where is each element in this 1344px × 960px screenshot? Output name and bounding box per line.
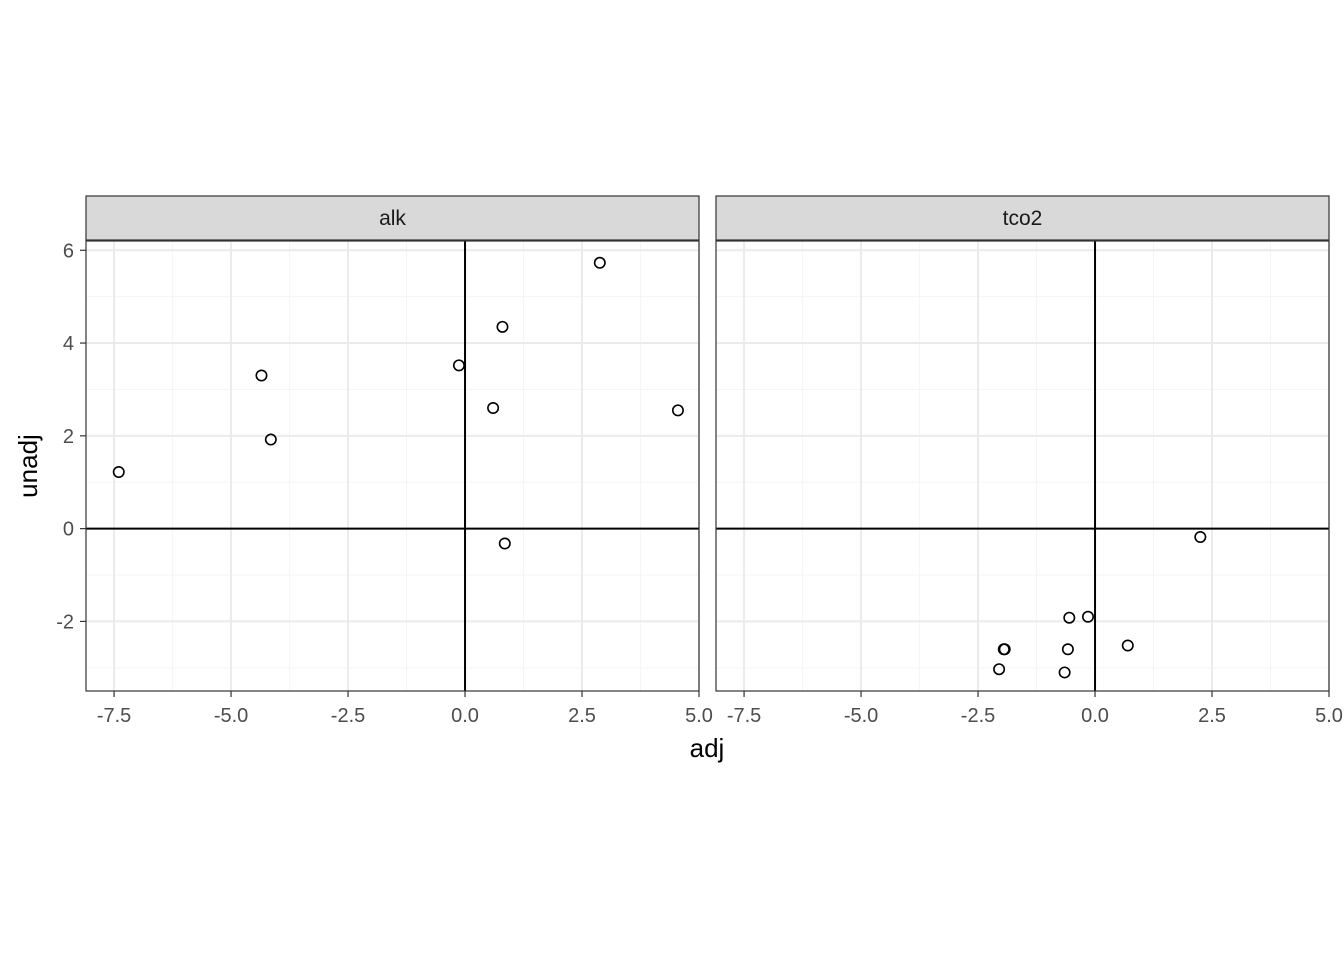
facet-panel-tco2: tco2 -7.5 -5.0 -2.5 0.0 2.5 5.0 — [715, 195, 1343, 727]
x-tick-label: -5.0 — [214, 705, 248, 727]
facet-panel-alk: alk -7.5 -5.0 -2.5 0.0 2.5 5.0 -2 0 2 4 6 — [56, 195, 713, 727]
data-point — [496, 320, 509, 333]
x-tick-label: 2.5 — [1198, 705, 1226, 727]
data-point — [1063, 611, 1076, 624]
x-tick-label: -5.0 — [844, 705, 878, 727]
y-tick-label: 6 — [63, 240, 74, 262]
x-tick-label: 5.0 — [1315, 705, 1343, 727]
x-tick-label: 2.5 — [568, 705, 596, 727]
y-axis-title: unadj — [13, 434, 43, 498]
x-axis-title: adj — [690, 733, 725, 763]
panel-border — [85, 240, 700, 692]
x-tick-label: 5.0 — [685, 705, 713, 727]
y-tick-label: 4 — [63, 333, 74, 355]
x-tick-label: -7.5 — [97, 705, 131, 727]
data-point — [255, 369, 268, 382]
data-point — [1121, 639, 1134, 652]
x-tick-label: -2.5 — [961, 705, 995, 727]
y-tick-label: 2 — [63, 426, 74, 448]
data-point — [452, 359, 465, 372]
x-tick-label: 0.0 — [451, 705, 479, 727]
panel-border — [715, 240, 1330, 692]
data-point — [498, 537, 511, 550]
data-point — [1061, 643, 1074, 656]
data-point — [1082, 610, 1095, 623]
data-point — [487, 402, 500, 415]
y-tick-label: 0 — [63, 519, 74, 541]
facet-strip-label: tco2 — [1003, 207, 1043, 230]
data-point — [1194, 530, 1207, 543]
data-point — [993, 663, 1006, 676]
data-point — [671, 404, 684, 417]
data-point — [998, 643, 1011, 656]
x-tick-label: -7.5 — [727, 705, 761, 727]
y-tick-label: -2 — [56, 611, 74, 633]
facet-strip-label: alk — [379, 207, 406, 230]
data-point — [1058, 666, 1071, 679]
facet-strip — [85, 195, 700, 241]
data-point — [112, 466, 125, 479]
x-tick-label: -2.5 — [331, 705, 365, 727]
facet-panels: alk -7.5 -5.0 -2.5 0.0 2.5 5.0 -2 0 2 4 6 tco2 -7.5 -5… — [56, 195, 1343, 727]
x-tick-label: 0.0 — [1081, 705, 1109, 727]
facet-strip — [715, 195, 1330, 241]
data-point — [264, 433, 277, 446]
data-point — [593, 256, 606, 269]
